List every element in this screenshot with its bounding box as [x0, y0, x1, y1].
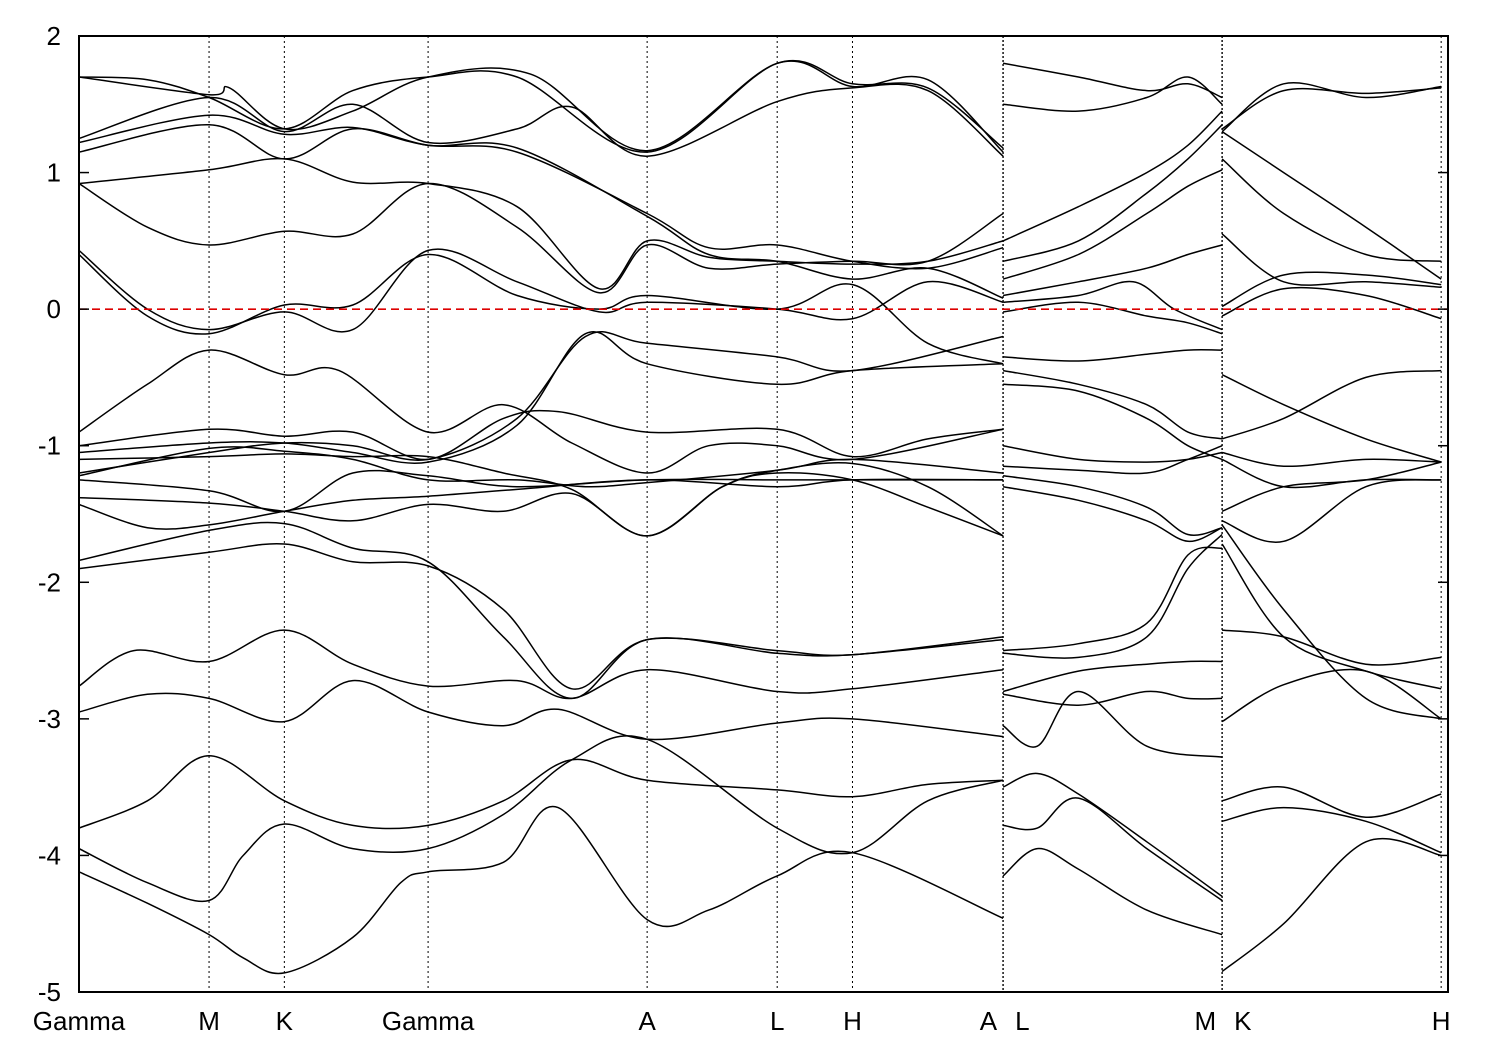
band-10	[79, 453, 1004, 537]
band-48	[1221, 82, 1442, 133]
y-tick-label: -1	[38, 431, 61, 461]
x-axis: Gamma M K Gamma A L H A L M K H	[33, 1006, 1451, 1036]
band-42	[1002, 660, 1223, 693]
band-33	[1003, 349, 1223, 362]
band-25	[1002, 62, 1223, 99]
band-35	[1003, 383, 1223, 461]
x-tick-label: A	[638, 1006, 656, 1036]
band-16	[79, 248, 1004, 333]
x-tick-label: Gamma	[382, 1006, 475, 1036]
plot-frame	[78, 35, 1449, 993]
band-57	[1221, 451, 1442, 468]
band-67	[1221, 837, 1442, 973]
x-tick-label: K	[276, 1006, 294, 1036]
y-tick-label: 1	[47, 158, 61, 188]
y-tick-label: 0	[47, 294, 61, 324]
band-12	[79, 409, 1004, 461]
y-tick-label: -2	[38, 567, 61, 597]
band-64	[1221, 668, 1442, 723]
band-51	[1221, 158, 1442, 263]
band-59	[1221, 461, 1442, 512]
x-tick-label: H	[1432, 1006, 1451, 1036]
x-tick-label: H	[843, 1006, 862, 1036]
y-tick-label: 2	[47, 21, 61, 51]
x-tick-label: L	[1015, 1006, 1029, 1036]
x-tick-label: A	[980, 1006, 998, 1036]
band-44	[1002, 690, 1223, 758]
band-18	[79, 182, 1004, 294]
band-62	[1221, 543, 1442, 690]
x-tick-label: M	[198, 1006, 220, 1036]
band-65	[1221, 786, 1442, 818]
band-9	[79, 469, 1004, 513]
band-38	[1002, 475, 1223, 536]
x-tick-label: L	[770, 1006, 784, 1036]
band-50	[1221, 130, 1442, 280]
band-39	[1002, 485, 1223, 543]
band-36	[1002, 444, 1223, 463]
band-29	[1002, 169, 1223, 280]
band-14	[79, 331, 1004, 474]
band-28	[1002, 124, 1223, 263]
kpoint-gridlines	[208, 36, 1442, 992]
y-tick-label: -4	[38, 840, 61, 870]
band-60	[1221, 479, 1442, 543]
band-26	[1003, 76, 1223, 112]
band-41	[1003, 533, 1223, 659]
band-5	[79, 543, 1004, 690]
band-52	[1221, 233, 1442, 289]
band-13	[79, 349, 1004, 474]
band-23	[79, 59, 1004, 153]
y-tick-label: -5	[38, 977, 61, 1007]
band-lines	[79, 59, 1442, 975]
band-21	[79, 114, 1004, 299]
band-49	[1221, 87, 1442, 130]
band-46	[1002, 797, 1223, 902]
y-tick-label: -3	[38, 704, 61, 734]
band-4	[79, 629, 1004, 700]
band-20	[79, 124, 1004, 270]
band-37	[1003, 445, 1223, 475]
band-11	[79, 446, 1004, 488]
band-0	[79, 805, 1004, 975]
band-66	[1221, 806, 1442, 854]
band-1	[79, 735, 1004, 903]
band-43	[1002, 690, 1223, 706]
band-45	[1002, 772, 1223, 898]
band-2	[79, 754, 1004, 830]
band-63	[1222, 629, 1442, 666]
band-54	[1221, 286, 1442, 320]
band-15	[79, 331, 1004, 464]
band-30	[1002, 244, 1223, 297]
band-61	[1221, 524, 1442, 720]
band-56	[1221, 369, 1442, 440]
band-47	[1002, 847, 1223, 936]
band-53	[1221, 271, 1442, 308]
band-40	[1003, 546, 1223, 652]
band-3	[79, 679, 1004, 741]
y-axis: 2 1 0 -1 -2 -3 -4 -5	[38, 21, 1448, 1007]
band-6	[79, 521, 1004, 700]
x-tick-label: Gamma	[33, 1006, 126, 1036]
band-27	[1002, 110, 1223, 242]
x-tick-label: M	[1194, 1006, 1216, 1036]
band-17	[79, 253, 1004, 365]
band-32	[1003, 301, 1223, 335]
band-55	[1221, 374, 1442, 463]
band-7	[79, 478, 1004, 530]
x-tick-label: K	[1234, 1006, 1252, 1036]
band-31	[1003, 280, 1223, 331]
band-24	[79, 60, 1004, 153]
band-34	[1002, 369, 1223, 440]
band-19	[79, 157, 1004, 290]
